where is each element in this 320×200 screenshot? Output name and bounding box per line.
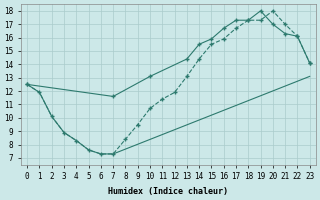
X-axis label: Humidex (Indice chaleur): Humidex (Indice chaleur): [108, 187, 228, 196]
